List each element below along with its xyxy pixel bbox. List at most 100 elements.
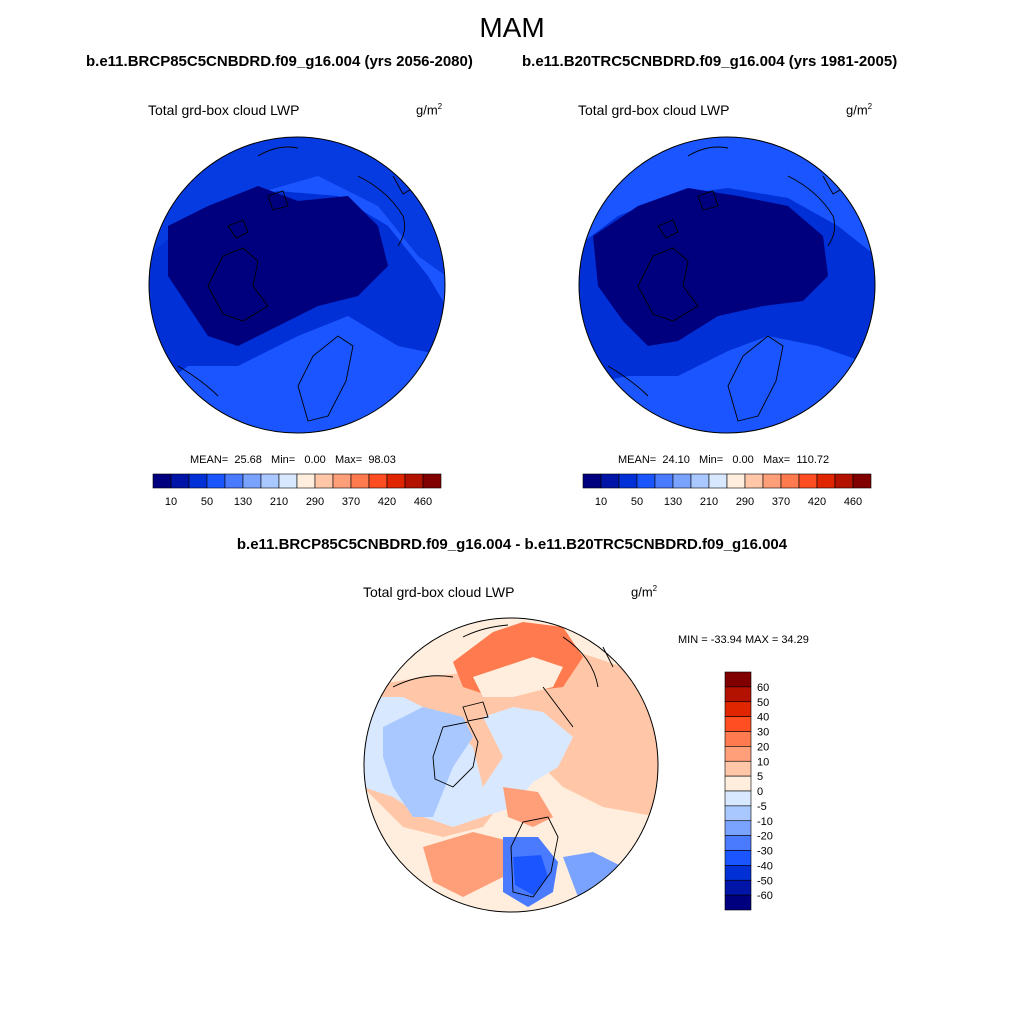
colorbar-swatch (242, 473, 262, 489)
colorbar-tick-label: 460 (844, 496, 862, 508)
colorbar-swatch (726, 473, 746, 489)
diff-colorbar-swatch (724, 879, 752, 896)
diff-colorbar-tick-label: 50 (757, 697, 769, 709)
colorbar-swatch (422, 473, 442, 489)
diff-colorbar-swatch (724, 671, 752, 688)
colorbar-tick-label: 290 (736, 496, 754, 508)
figure-title: MAM (479, 12, 545, 43)
difference-polar-map (363, 617, 659, 913)
colorbar-swatch (188, 473, 208, 489)
right-unit-label: g/m2 (846, 102, 873, 118)
colorbar-swatch (600, 473, 620, 489)
left-panel-title: b.e11.BRCP85C5CNBDRD.f09_g16.004 (yrs 20… (86, 53, 473, 70)
colorbar-swatch (708, 473, 728, 489)
diff-colorbar-swatch (724, 686, 752, 703)
colorbar-swatch (260, 473, 280, 489)
diff-colorbar-tick-label: -60 (757, 890, 773, 902)
left-mean-value: 25.68 (234, 454, 262, 466)
diff-colorbar-tick-label: -50 (757, 875, 773, 887)
diff-colorbar-swatch (724, 894, 752, 911)
diff-colorbar-tick-label: 10 (757, 756, 769, 768)
colorbar-tick-label: 420 (808, 496, 826, 508)
left-min-value: 0.00 (304, 454, 326, 466)
greenland-outline (207, 247, 269, 322)
colorbar-tick-label: 10 (165, 496, 177, 508)
colorbar-tick-label: 10 (595, 496, 607, 508)
left-max-value: 98.03 (368, 454, 396, 466)
colorbar-swatch (224, 473, 244, 489)
colorbar-tick-label: 210 (700, 496, 718, 508)
colorbar-swatch (834, 473, 854, 489)
left-colorbar: 10 50 130 210 290 370 420 460 (152, 473, 442, 508)
diff-colorbar-swatch (724, 790, 752, 807)
colorbar-tick-label: 370 (772, 496, 790, 508)
diff-colorbar-swatch (724, 805, 752, 822)
colorbar-swatch (152, 473, 172, 489)
diff-colorbar-swatch (724, 716, 752, 732)
colorbar-tick-label: 50 (201, 496, 213, 508)
diff-colorbar-swatch (724, 731, 752, 747)
right-mean-value: 24.10 (662, 454, 690, 466)
colorbar-swatch (332, 473, 352, 489)
diff-colorbar-swatch (724, 835, 752, 851)
colorbar-swatch (582, 473, 602, 489)
colorbar-swatch (314, 473, 334, 489)
right-variable-label: Total grd-box cloud LWP (578, 102, 730, 118)
diff-colorbar-swatch (724, 820, 752, 836)
colorbar-tick-label: 130 (234, 496, 252, 508)
right-stats: MEAN= 24.10 Min= 0.00 Max= 110.72 (618, 454, 830, 466)
colorbar-tick-label: 370 (342, 496, 360, 508)
colorbar-swatch (798, 473, 818, 489)
scandinavia-outline (297, 335, 354, 422)
diff-unit-label: g/m2 (631, 584, 658, 600)
right-panel-title: b.e11.B20TRC5CNBDRD.f09_g16.004 (yrs 198… (522, 53, 898, 70)
left-unit-label: g/m2 (416, 102, 443, 118)
left-stats: MEAN= 25.68 Min= 0.00 Max= 98.03 (190, 454, 396, 466)
diff-colorbar-tick-label: 60 (757, 682, 769, 694)
left-polar-map (148, 136, 446, 434)
diff-colorbar-tick-label: 0 (757, 786, 763, 798)
diff-colorbar-swatch (724, 701, 752, 717)
colorbar-swatch (816, 473, 836, 489)
diff-colorbar-tick-label: -10 (757, 816, 773, 828)
right-min-value: 0.00 (732, 454, 754, 466)
right-max-value: 110.72 (796, 454, 830, 466)
colorbar-swatch (296, 473, 316, 489)
colorbar-tick-label: 460 (414, 496, 432, 508)
diff-colorbar-tick-label: -40 (757, 860, 773, 872)
coast-outline (257, 146, 299, 157)
colorbar-swatch (636, 473, 656, 489)
colorbar-swatch (762, 473, 782, 489)
colorbar-tick-label: 210 (270, 496, 288, 508)
diff-colorbar-tick-label: 30 (757, 727, 769, 739)
diff-colorbar-swatch (724, 850, 752, 866)
diff-colorbar-tick-label: -30 (757, 846, 773, 858)
diff-colorbar-swatch (724, 760, 752, 777)
left-variable-label: Total grd-box cloud LWP (148, 102, 300, 118)
colorbar-tick-label: 290 (306, 496, 324, 508)
diff-colorbar-tick-label: -20 (757, 831, 773, 843)
diff-colorbar-swatch (724, 865, 752, 881)
diff-colorbar-swatch (724, 746, 752, 762)
colorbar-swatch (690, 473, 710, 489)
colorbar-swatch (386, 473, 406, 489)
diff-colorbar-tick-label: 40 (757, 712, 769, 724)
colorbar-tick-label: 420 (378, 496, 396, 508)
colorbar-swatch (368, 473, 388, 489)
colorbar-swatch (350, 473, 370, 489)
diff-colorbar-tick-label: 5 (757, 771, 763, 783)
colorbar-swatch (278, 473, 298, 489)
colorbar-swatch (852, 473, 872, 489)
colorbar-tick-label: 130 (664, 496, 682, 508)
colorbar-swatch (780, 473, 800, 489)
colorbar-swatch (744, 473, 764, 489)
diff-colorbar-tick-label: 20 (757, 741, 769, 753)
diff-colorbar-swatch (724, 775, 752, 792)
colorbar-swatch (618, 473, 638, 489)
colorbar-swatch (170, 473, 190, 489)
colorbar-swatch (404, 473, 424, 489)
difference-panel-title: b.e11.BRCP85C5CNBDRD.f09_g16.004 - b.e11… (236, 536, 788, 553)
right-colorbar: 10 50 130 210 290 370 420 460 (582, 473, 872, 508)
colorbar-swatch (654, 473, 674, 489)
